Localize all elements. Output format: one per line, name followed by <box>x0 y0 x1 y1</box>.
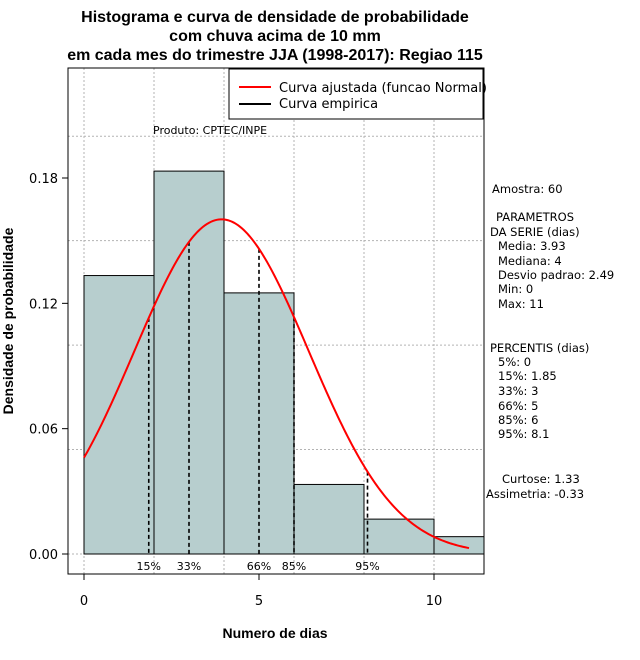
y-tick-label: 0.06 <box>29 423 58 438</box>
x-axis: 0 5 10 <box>80 574 442 609</box>
stat-curtose: Curtose: 1.33 <box>502 472 580 486</box>
histogram-bar-1 <box>83 275 155 555</box>
stat-param-title-1: PARAMETROS <box>496 210 574 224</box>
x-tick-label: 5 <box>255 594 263 609</box>
stat-amostra: Amostra: 60 <box>492 182 563 196</box>
stat-p95: 95%: 8.1 <box>498 427 549 441</box>
chart-title-line-2: com chuva acima de 10 mm <box>169 28 381 45</box>
x-tick-label: 10 <box>426 594 443 609</box>
stat-p66: 66%: 5 <box>498 399 538 413</box>
percentile-label-66pct: 66% <box>247 560 271 573</box>
legend-box <box>228 68 484 120</box>
y-tick-label: 0.00 <box>29 548 58 563</box>
stat-min: Min: 0 <box>498 282 533 296</box>
histogram-bar-5 <box>363 518 435 555</box>
y-tick-label: 0.12 <box>29 297 58 312</box>
stat-percentis-title: PERCENTIS (dias) <box>490 341 589 355</box>
legend-label-empirical: Curva empirica <box>279 97 378 112</box>
stat-param-title-2: DA SERIE (dias) <box>490 225 580 239</box>
percentile-label-85pct: 85% <box>282 560 306 573</box>
stat-p33: 33%: 3 <box>498 384 538 398</box>
product-note: Produto: CPTEC/INPE <box>153 124 267 137</box>
legend-label-normal: Curva ajustada (funcao Normal) <box>279 81 487 96</box>
percentile-lines: 15% 33% 66% 85% 95% <box>137 241 380 573</box>
stat-desvio: Desvio padrao: 2.49 <box>498 268 614 282</box>
chart-title-line-3: em cada mes do trimestre JJA (1998-2017)… <box>67 47 483 64</box>
legend: Curva ajustada (funcao Normal) Curva emp… <box>228 68 487 120</box>
percentile-label-15pct: 15% <box>137 560 161 573</box>
chart-title-line-1: Histograma e curva de densidade de proba… <box>81 9 469 26</box>
stat-media: Media: 3.93 <box>498 239 566 253</box>
stats-panel: Amostra: 60 PARAMETROS DA SERIE (dias) M… <box>486 182 614 501</box>
plot-frame <box>67 67 485 575</box>
percentile-label-95pct: 95% <box>355 560 379 573</box>
y-tick-label: 0.18 <box>29 172 58 187</box>
stat-p5: 5%: 0 <box>498 355 531 369</box>
percentile-label-33pct: 33% <box>177 560 201 573</box>
y-axis-label: Densidade de probabilidade <box>0 227 16 414</box>
x-axis-label: Numero de dias <box>222 625 327 641</box>
histogram-bar-4 <box>293 483 365 555</box>
stat-mediana: Mediana: 4 <box>498 254 562 268</box>
stat-p15: 15%: 1.85 <box>498 369 557 383</box>
stat-assimetria: Assimetria: -0.33 <box>486 487 584 501</box>
histogram-bars <box>83 170 485 555</box>
stat-max: Max: 11 <box>498 297 544 311</box>
stat-p85: 85%: 6 <box>498 413 538 427</box>
histogram-bar-3 <box>223 292 295 555</box>
y-axis: 0.00 0.06 0.12 0.18 <box>29 172 68 563</box>
x-tick-label: 0 <box>80 594 88 609</box>
normal-curve <box>83 218 470 550</box>
